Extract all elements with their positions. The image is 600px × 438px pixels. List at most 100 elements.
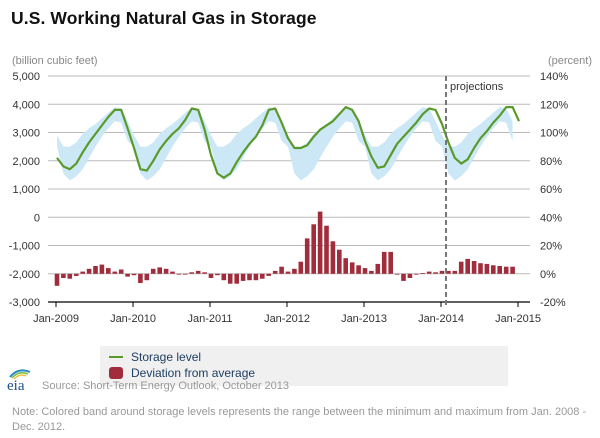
x-tick-label: Jan-2011 bbox=[187, 313, 232, 325]
deviation-bar bbox=[150, 268, 156, 274]
y-tick-label-right: 60% bbox=[540, 184, 562, 196]
range-band bbox=[57, 107, 513, 181]
axes: 5,000 140% 4,000 120% 3,000 100% 2,000 80% 1,000… bbox=[9, 71, 569, 325]
deviation-bar bbox=[362, 268, 368, 274]
chart-title: U.S. Working Natural Gas in Storage bbox=[11, 8, 317, 28]
deviation-bar bbox=[170, 271, 175, 274]
note-text: Note: Colored band around storage levels… bbox=[12, 406, 587, 433]
deviation-bar bbox=[131, 273, 137, 276]
deviation-bar bbox=[93, 266, 98, 274]
deviation-bar bbox=[304, 238, 310, 274]
deviation-bars bbox=[54, 211, 515, 286]
deviation-bar bbox=[138, 273, 143, 283]
legend-item-deviation: Deviation from average bbox=[109, 366, 255, 380]
deviation-bar bbox=[337, 249, 342, 274]
deviation-bar bbox=[484, 263, 490, 274]
deviation-bar bbox=[260, 273, 265, 279]
deviation-bar bbox=[375, 263, 381, 274]
eia-logo-icon: eia bbox=[7, 369, 31, 392]
deviation-bar bbox=[202, 272, 207, 274]
y-tick-label-left: 5,000 bbox=[12, 71, 40, 83]
y-tick-label-left: 4,000 bbox=[12, 99, 40, 111]
legend: Storage level Deviation from average bbox=[100, 346, 508, 386]
gridlines bbox=[48, 75, 530, 275]
deviation-bar bbox=[465, 258, 470, 274]
y-tick-label-right: 80% bbox=[540, 156, 562, 168]
deviation-bar bbox=[478, 263, 483, 274]
deviation-bar-swatch bbox=[109, 367, 123, 379]
deviation-bar bbox=[195, 270, 201, 274]
y-tick-label-left: 1,000 bbox=[12, 184, 40, 196]
y-tick-label-right: -20% bbox=[540, 297, 566, 309]
deviation-bar bbox=[54, 273, 60, 286]
legend-label: Deviation from average bbox=[131, 366, 256, 380]
y-tick-label-left: -1,000 bbox=[9, 241, 40, 253]
deviation-bar bbox=[61, 273, 66, 278]
deviation-bar bbox=[292, 268, 297, 274]
deviation-bar bbox=[349, 262, 355, 274]
deviation-bar bbox=[144, 273, 150, 281]
x-tick-label: Jan-2009 bbox=[33, 313, 79, 325]
right-axis-unit: (percent) bbox=[547, 55, 592, 67]
deviation-bar bbox=[208, 273, 214, 278]
deviation-bar bbox=[163, 268, 169, 274]
storage-level-line bbox=[56, 105, 521, 179]
deviation-bar bbox=[80, 271, 85, 274]
deviation-bar bbox=[157, 267, 162, 274]
deviation-bar bbox=[215, 273, 220, 276]
deviation-bar bbox=[317, 211, 323, 274]
deviation-bar bbox=[491, 265, 496, 274]
deviation-bar bbox=[471, 261, 477, 274]
deviation-bar bbox=[118, 269, 124, 274]
storage-line-swatch bbox=[109, 356, 123, 358]
deviation-bar bbox=[369, 270, 374, 274]
deviation-bar bbox=[112, 271, 118, 274]
storage-range-band bbox=[57, 107, 513, 181]
y-tick-label-left: -3,000 bbox=[9, 297, 40, 309]
projection-label: projections bbox=[450, 81, 504, 93]
deviation-bar bbox=[446, 270, 451, 274]
deviation-bar bbox=[189, 272, 194, 274]
deviation-bar bbox=[125, 273, 130, 277]
deviation-bar bbox=[330, 241, 336, 274]
deviation-bar bbox=[106, 268, 111, 274]
deviation-bar bbox=[311, 224, 316, 274]
y-tick-label-left: 3,000 bbox=[12, 128, 40, 140]
deviation-bar bbox=[67, 273, 73, 279]
y-tick-label-left: -2,000 bbox=[9, 269, 40, 281]
deviation-bar bbox=[279, 266, 284, 274]
deviation-bar bbox=[234, 273, 239, 284]
deviation-bar bbox=[324, 225, 329, 274]
source-text: Source: Short-Term Energy Outlook, Octob… bbox=[42, 380, 290, 392]
deviation-bar bbox=[176, 273, 182, 275]
deviation-bar bbox=[420, 273, 425, 274]
deviation-bar bbox=[298, 261, 304, 274]
deviation-bar bbox=[510, 266, 515, 274]
y-tick-label-right: 100% bbox=[540, 128, 568, 140]
legend-label: Storage level bbox=[131, 350, 202, 364]
deviation-bar bbox=[240, 273, 246, 281]
y-tick-label-right: 120% bbox=[540, 99, 568, 111]
deviation-bar bbox=[356, 265, 361, 274]
y-tick-label-left: 0 bbox=[34, 212, 40, 224]
deviation-bar bbox=[414, 273, 419, 275]
y-tick-label-right: 0% bbox=[540, 269, 556, 281]
deviation-bar bbox=[247, 273, 252, 281]
deviation-bar bbox=[458, 261, 464, 274]
deviation-bar bbox=[227, 273, 233, 284]
deviation-bar bbox=[99, 264, 105, 274]
deviation-bar bbox=[407, 273, 413, 278]
deviation-bar bbox=[388, 251, 393, 274]
deviation-bar bbox=[285, 271, 291, 274]
deviation-bar bbox=[503, 266, 509, 274]
chart-area: 5,000 140% 4,000 120% 3,000 100% 2,000 80% 1,000… bbox=[9, 71, 569, 325]
deviation-bar bbox=[74, 273, 79, 276]
left-axis-unit: (billion cubic feet) bbox=[12, 55, 98, 67]
y-tick-label-right: 40% bbox=[540, 212, 562, 224]
x-tick-label: Jan-2013 bbox=[341, 313, 387, 325]
x-tick-label: Jan-2010 bbox=[110, 313, 156, 325]
legend-item-storage-level: Storage level bbox=[109, 350, 201, 364]
x-tick-label: Jan-2014 bbox=[418, 313, 464, 325]
deviation-bar bbox=[433, 272, 438, 274]
svg-text:eia: eia bbox=[7, 378, 25, 392]
